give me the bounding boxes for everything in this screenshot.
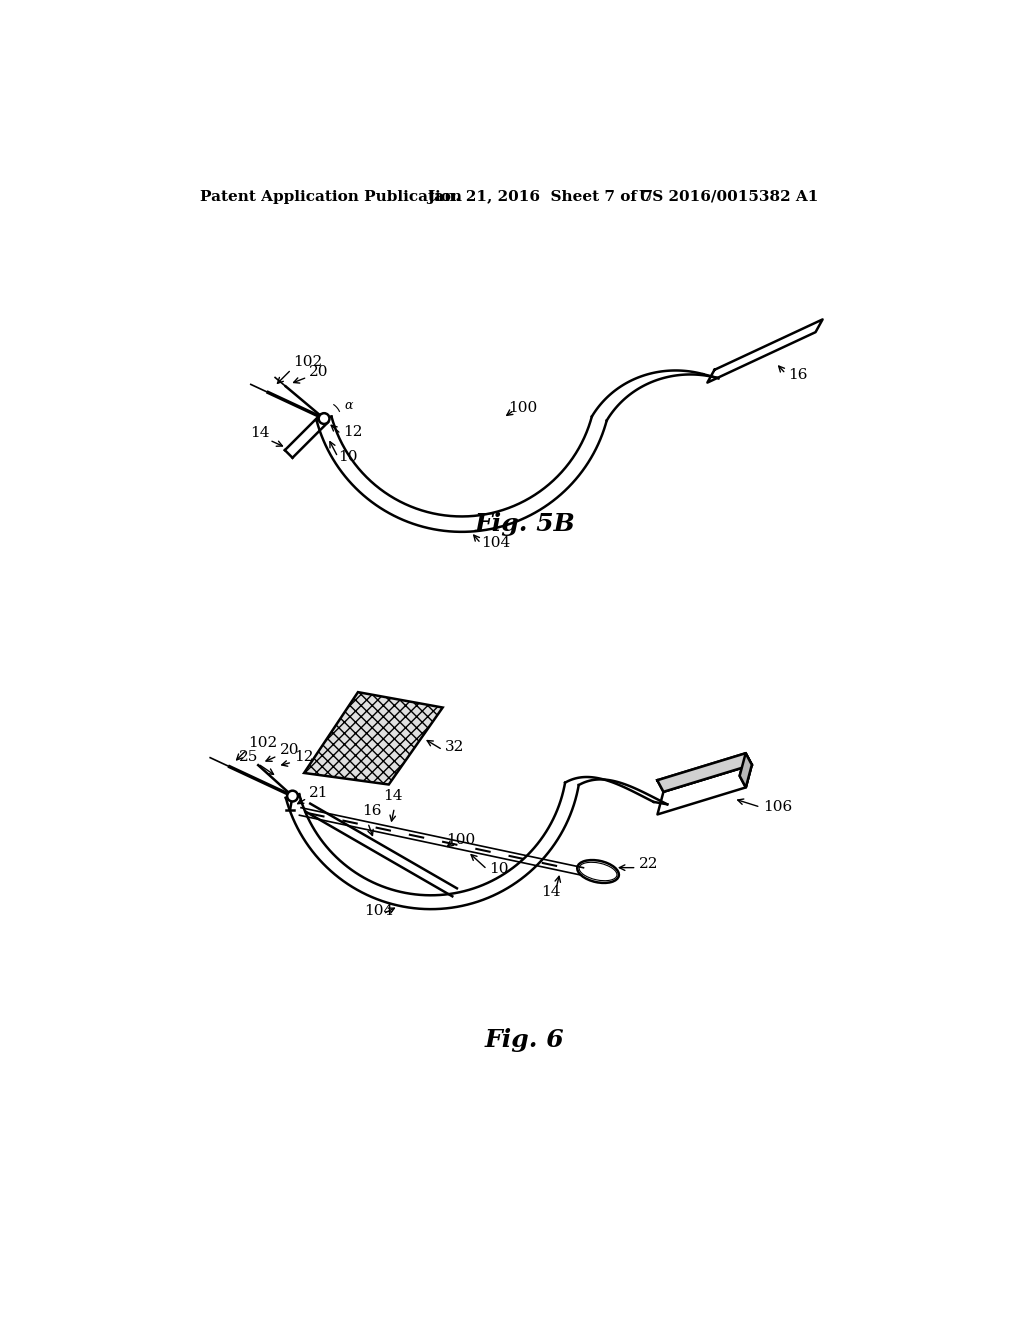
Circle shape: [287, 791, 298, 801]
Text: 102: 102: [248, 735, 278, 750]
Text: 20: 20: [309, 364, 329, 379]
Text: 100: 100: [446, 833, 475, 846]
Text: US 2016/0015382 A1: US 2016/0015382 A1: [639, 190, 818, 203]
Text: 10: 10: [489, 862, 509, 876]
Text: 104: 104: [364, 904, 393, 919]
Text: 20: 20: [280, 743, 299, 758]
Circle shape: [318, 413, 330, 424]
Polygon shape: [739, 754, 752, 788]
Text: 16: 16: [362, 804, 382, 818]
Text: 32: 32: [445, 741, 464, 755]
Polygon shape: [304, 692, 442, 784]
Text: Fig. 6: Fig. 6: [485, 1028, 564, 1052]
Text: Jan. 21, 2016  Sheet 7 of 7: Jan. 21, 2016 Sheet 7 of 7: [427, 190, 653, 203]
Text: 12: 12: [343, 425, 362, 438]
Text: Patent Application Publication: Patent Application Publication: [200, 190, 462, 203]
Text: Fig. 5B: Fig. 5B: [474, 512, 575, 536]
Text: 12: 12: [295, 750, 314, 764]
Text: 16: 16: [788, 368, 808, 381]
Text: 21: 21: [309, 785, 329, 800]
Text: 106: 106: [763, 800, 792, 814]
Text: 22: 22: [639, 857, 658, 871]
Polygon shape: [657, 754, 752, 792]
Text: 104: 104: [481, 536, 510, 550]
Text: 10: 10: [338, 450, 357, 463]
Text: 102: 102: [293, 355, 323, 370]
Text: 14: 14: [541, 884, 560, 899]
Text: 25: 25: [239, 750, 258, 764]
Text: 14: 14: [383, 789, 402, 803]
Text: 14: 14: [250, 426, 269, 440]
Text: 100: 100: [508, 401, 538, 416]
Text: α: α: [345, 400, 353, 412]
